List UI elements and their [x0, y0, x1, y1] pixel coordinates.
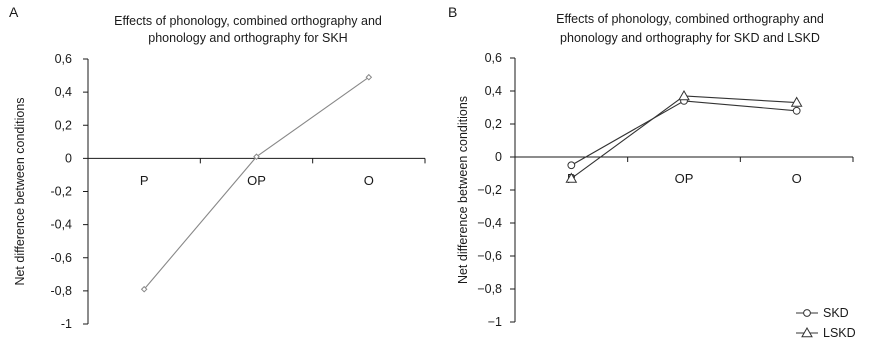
- legend-item: SKD: [796, 306, 849, 320]
- y-axis-title: Net difference between conditions: [13, 97, 27, 285]
- data-point: [792, 106, 801, 115]
- data-point: [140, 285, 148, 293]
- data-point: [567, 161, 576, 170]
- y-tick-label: 0: [495, 150, 502, 164]
- series-0: [140, 73, 373, 293]
- chart-title-line: Effects of phonology, combined orthograp…: [114, 14, 382, 28]
- x-tick-label: O: [364, 173, 374, 188]
- y-tick-label: -0,6: [50, 251, 72, 265]
- x-tick-label: OP: [247, 173, 266, 188]
- chart-title-line: Effects of phonology, combined orthograp…: [556, 12, 824, 26]
- y-tick-label: −0,8: [477, 282, 502, 296]
- y-tick-label: 0,6: [485, 51, 502, 65]
- series-skd: [567, 97, 801, 170]
- data-point: [790, 96, 803, 107]
- y-tick-label: −0,2: [477, 183, 502, 197]
- y-tick-label: -0,4: [50, 218, 72, 232]
- y-tick-label: −0,4: [477, 216, 502, 230]
- x-tick-label: OP: [675, 171, 694, 186]
- series-line: [571, 100, 797, 166]
- data-point: [678, 89, 690, 101]
- y-axis-title: Net difference between conditions: [456, 96, 470, 284]
- legend-marker: [803, 309, 811, 317]
- legend-label: LSKD: [823, 326, 856, 340]
- x-tick-label: P: [140, 173, 149, 188]
- y-tick-label: 0,2: [55, 118, 72, 132]
- data-point: [253, 153, 260, 161]
- data-point: [565, 172, 578, 183]
- y-tick-label: −1: [488, 315, 502, 329]
- legend-item: LSKD: [796, 326, 856, 340]
- legend-marker: [801, 326, 813, 338]
- y-tick-label: -0,2: [50, 185, 72, 199]
- legend-label: SKD: [823, 306, 849, 320]
- series-lskd: [565, 89, 803, 183]
- y-tick-label: 0: [65, 151, 72, 165]
- y-tick-label: -1: [61, 317, 72, 331]
- y-tick-label: −0,6: [477, 249, 502, 263]
- legend: SKD LSKD: [796, 306, 856, 340]
- y-tick-label: -0,8: [50, 284, 72, 298]
- x-tick-label: O: [792, 171, 802, 186]
- y-tick-label: 0,6: [55, 52, 72, 66]
- y-tick-label: 0,4: [485, 84, 502, 98]
- chart-title-line: phonology and orthography for SKD and LS…: [560, 31, 820, 45]
- chart-panel-b: B Effects of phonology, combined orthogra…: [448, 4, 856, 340]
- y-tick-label: 0,4: [55, 85, 72, 99]
- panel-letter: B: [448, 4, 457, 20]
- y-tick-label: 0,2: [485, 117, 502, 131]
- chart-title-line: phonology and orthography for SKH: [148, 31, 347, 45]
- panel-letter: A: [9, 4, 19, 20]
- chart-panel-a: A Effects of phonology, combined orthogra…: [9, 4, 426, 331]
- data-point: [365, 73, 373, 81]
